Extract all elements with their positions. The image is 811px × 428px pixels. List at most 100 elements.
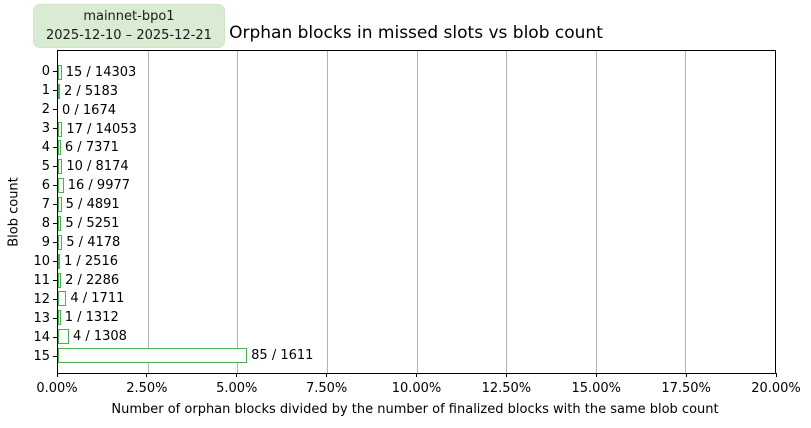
x-axis-label: Number of orphan blocks divided by the n… [111, 402, 719, 417]
y-tick-mark [53, 318, 57, 319]
y-tick-mark [53, 280, 57, 281]
bar-value-label: 5 / 5251 [65, 215, 120, 231]
bar-value-label: 6 / 7371 [64, 140, 119, 156]
y-tick-label: 9 [41, 235, 50, 250]
x-tick-mark [236, 373, 238, 377]
y-tick: 7 [0, 195, 57, 214]
gridlines [58, 51, 775, 373]
bar [58, 310, 61, 326]
bar-row: 4 / 1308 [58, 327, 775, 346]
gridline [685, 51, 687, 373]
y-tick: 9 [0, 233, 57, 252]
y-axis-ticks: 0 1 2 3 4 5 6 7 8 9 10 11 12 13 14 15 [0, 50, 57, 374]
bar [58, 83, 60, 99]
bar [58, 234, 63, 250]
y-tick: 10 [0, 252, 57, 271]
x-tick-mark [56, 373, 58, 377]
y-tick-mark [53, 204, 57, 205]
x-tick-mark [326, 373, 328, 377]
bar-row: 5 / 5251 [58, 214, 775, 233]
y-tick-label: 13 [33, 311, 50, 326]
y-tick-label: 6 [41, 178, 50, 193]
y-tick: 12 [0, 290, 57, 309]
y-tick-mark [53, 90, 57, 91]
y-tick: 4 [0, 138, 57, 157]
y-tick-label: 2 [41, 102, 50, 117]
bar-row: 5 / 4178 [58, 233, 775, 252]
bar-value-label: 4 / 1308 [72, 329, 127, 345]
y-tick: 1 [0, 81, 57, 100]
chart-title: Orphan blocks in missed slots vs blob co… [229, 23, 603, 43]
y-tick: 14 [0, 328, 57, 347]
bar-value-label: 1 / 1312 [64, 310, 119, 326]
bar-value-label: 0 / 1674 [62, 102, 116, 118]
bar-row: 2 / 2286 [58, 271, 775, 290]
bar-row: 85 / 1611 [58, 346, 775, 365]
bar-value-label: 2 / 5183 [64, 83, 118, 99]
bar [58, 272, 62, 288]
bar-row: 17 / 14053 [58, 120, 775, 139]
bar-value-label: 15 / 14303 [65, 64, 137, 80]
y-tick-mark [53, 128, 57, 129]
bar [58, 159, 63, 175]
bar-row: 1 / 2516 [58, 252, 775, 271]
gridline [237, 51, 239, 373]
y-tick-mark [53, 299, 57, 300]
x-tick-label: 15.00% [571, 381, 622, 396]
y-tick-label: 0 [41, 64, 50, 79]
bar-value-label: 10 / 8174 [66, 159, 129, 175]
x-tick-label: 5.00% [216, 381, 258, 396]
y-tick-label: 15 [33, 349, 50, 364]
gridline [416, 51, 418, 373]
y-tick-label: 3 [41, 121, 50, 136]
bar [58, 121, 63, 137]
bar [58, 329, 69, 345]
y-tick: 5 [0, 157, 57, 176]
x-tick-label: 10.00% [391, 381, 442, 396]
bar-row: 5 / 4891 [58, 195, 775, 214]
bar-value-label: 85 / 1611 [251, 348, 314, 364]
y-tick-label: 12 [33, 292, 50, 307]
bar-rows: 15 / 14303 2 / 5183 0 / 1674 17 / 14053 6 / … [58, 51, 775, 373]
x-axis-ticks: 0.00% 2.50% 5.00% 7.50% 10.00% 12.50% 15.00% 17… [36, 373, 801, 405]
badge-date-range: 2025-12-10 – 2025-12-21 [46, 28, 212, 44]
y-tick-label: 7 [41, 197, 50, 212]
bar [58, 197, 62, 213]
x-tick-mark [595, 373, 597, 377]
gridline [506, 51, 508, 373]
x-tick-label: 7.50% [305, 381, 348, 396]
bar-value-label: 16 / 9977 [67, 178, 131, 194]
x-tick-label: 12.50% [481, 381, 532, 396]
bar-value-label: 5 / 4178 [66, 234, 121, 250]
bar [58, 348, 248, 364]
plot-area: 15 / 14303 2 / 5183 0 / 1674 17 / 14053 6 / … [57, 50, 776, 374]
bar-row: 1 / 1312 [58, 308, 775, 327]
bar-value-label: 1 / 2516 [64, 253, 118, 269]
y-tick: 0 [0, 62, 57, 81]
x-tick-mark [685, 373, 687, 377]
bar-row: 15 / 14303 [58, 63, 775, 82]
y-tick-mark [53, 356, 57, 357]
bar [58, 140, 61, 156]
bar-row: 6 / 7371 [58, 139, 775, 158]
y-tick: 6 [0, 176, 57, 195]
bar-row: 2 / 5183 [58, 82, 775, 101]
bar [58, 253, 60, 269]
y-tick-label: 1 [41, 83, 50, 98]
y-tick-label: 14 [33, 330, 50, 345]
y-tick-mark [53, 223, 57, 224]
bar [58, 291, 67, 307]
y-tick-label: 11 [33, 273, 50, 288]
x-tick-label: 2.50% [126, 381, 168, 396]
bar [58, 215, 62, 231]
y-tick: 2 [0, 100, 57, 119]
x-tick-mark [416, 373, 417, 377]
x-tick-label: 0.00% [36, 381, 78, 396]
y-tick-label: 10 [33, 254, 50, 269]
bar-value-label: 17 / 14053 [66, 121, 137, 137]
bar [58, 178, 64, 194]
bar-row: 16 / 9977 [58, 176, 775, 195]
y-tick-mark [53, 147, 57, 148]
gridline [595, 51, 597, 373]
